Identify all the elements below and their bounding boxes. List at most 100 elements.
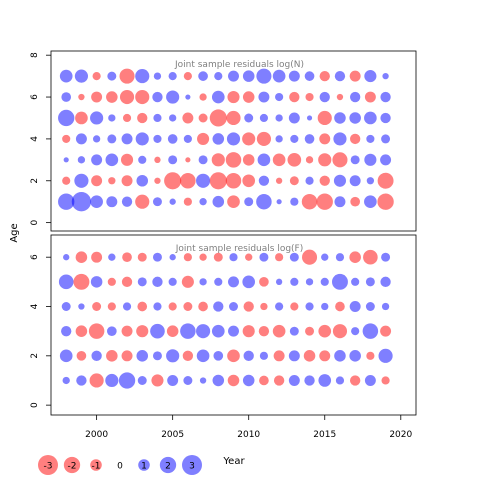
y-tick-label: 2 xyxy=(30,353,40,359)
bubble-point xyxy=(168,72,177,81)
bubble-point xyxy=(243,350,254,361)
bubble-point xyxy=(302,249,318,265)
bubble-point xyxy=(61,92,72,102)
bubble-point xyxy=(107,326,117,336)
bubble-point xyxy=(381,302,390,311)
y-tick-label: 8 xyxy=(30,52,40,58)
bubble-point xyxy=(107,302,116,311)
bubble-point xyxy=(366,177,375,185)
bubble-point xyxy=(319,350,331,362)
bubble-point xyxy=(183,376,193,385)
bubble-point xyxy=(334,112,346,124)
bubble-point xyxy=(318,324,332,338)
panel-2: Joint sample residuals log(F) 0 2 4 6 xyxy=(30,234,417,416)
bubble-point xyxy=(259,113,268,123)
bubble-point xyxy=(275,92,284,102)
bubble-point xyxy=(196,324,211,339)
bubble-point xyxy=(136,174,149,187)
y-tick-label: 6 xyxy=(30,254,40,260)
bubble-point xyxy=(136,325,149,338)
bubble-point xyxy=(275,253,284,262)
bubble-point xyxy=(61,302,71,311)
bubble-point xyxy=(169,198,176,205)
bubble-point xyxy=(74,69,88,83)
bubble-point xyxy=(88,323,105,339)
bubble-point xyxy=(334,70,346,82)
bubble-point xyxy=(377,172,394,189)
legend-label: -1 xyxy=(92,462,101,472)
bubble-point xyxy=(59,69,73,83)
bubble-point xyxy=(91,175,103,187)
bubble-point xyxy=(75,133,87,145)
bubble-point xyxy=(288,112,300,124)
bubble-point xyxy=(182,350,194,361)
legend-label: -2 xyxy=(68,462,77,472)
bubble-point xyxy=(119,68,135,84)
bubble-point xyxy=(214,277,223,286)
bubble-point xyxy=(316,193,333,210)
bubble-point xyxy=(185,157,191,163)
bubble-point xyxy=(228,276,239,288)
bubble-point xyxy=(335,376,345,385)
x-axis: 2000 2005 2010 2015 2020 xyxy=(85,415,413,440)
bubble-point xyxy=(152,197,162,207)
bubble-point xyxy=(122,113,132,123)
bubble-point xyxy=(319,175,330,186)
bubble-point xyxy=(242,154,255,166)
bubble-point xyxy=(121,325,133,337)
bubble-point xyxy=(229,253,238,262)
bubble-point xyxy=(196,173,211,188)
bubble-point xyxy=(364,153,377,166)
bubble-point xyxy=(289,91,300,103)
bubble-point xyxy=(120,153,134,166)
bubble-point xyxy=(107,134,117,144)
bubble-point xyxy=(365,302,375,311)
bubble-point xyxy=(199,278,207,286)
bubble-point xyxy=(199,93,207,101)
bubble-point xyxy=(91,91,103,103)
bubble-point xyxy=(319,70,330,82)
bubble-point xyxy=(213,350,224,361)
bubble-point xyxy=(242,91,255,103)
bubble-point xyxy=(59,349,73,363)
bubble-point xyxy=(61,326,72,337)
bubble-point xyxy=(75,251,88,263)
bubble-point xyxy=(199,377,207,384)
bubble-point xyxy=(197,132,210,145)
bubble-point xyxy=(380,154,392,166)
bubble-point xyxy=(305,326,315,336)
bubble-point xyxy=(135,89,150,105)
bubble-point xyxy=(364,195,377,209)
bubble-point xyxy=(256,131,271,146)
bubble-point xyxy=(214,72,223,81)
panel-title: Joint sample residuals log(F) xyxy=(175,244,303,254)
bubble-point xyxy=(334,350,346,362)
bubble-point xyxy=(260,302,268,311)
bubble-point xyxy=(273,350,285,362)
bubble-point xyxy=(137,376,147,385)
bubble-point xyxy=(76,350,87,361)
bubble-point xyxy=(227,349,240,363)
bubble-point xyxy=(122,252,132,263)
bubble-point xyxy=(363,249,378,265)
bubble-point xyxy=(91,350,102,361)
bubble-point xyxy=(320,277,329,286)
bubble-point xyxy=(272,153,286,167)
bubble-point xyxy=(137,252,147,262)
bubble-point xyxy=(164,172,182,190)
y-axis-label: Age xyxy=(9,223,20,242)
bubble-point xyxy=(382,72,389,80)
bubble-point xyxy=(275,177,283,184)
legend-bubble xyxy=(63,456,81,474)
bubble-point xyxy=(92,302,102,311)
bubble-point xyxy=(90,195,103,209)
legend-label: -3 xyxy=(44,462,53,472)
bubble-point xyxy=(152,252,162,262)
bubble-point xyxy=(349,251,361,263)
bubble-point xyxy=(169,114,177,122)
bubble-point xyxy=(380,112,391,124)
legend-bubble xyxy=(159,456,177,474)
bubble-point xyxy=(227,195,240,209)
bubble-point xyxy=(209,109,227,127)
bubble-point xyxy=(166,325,179,337)
